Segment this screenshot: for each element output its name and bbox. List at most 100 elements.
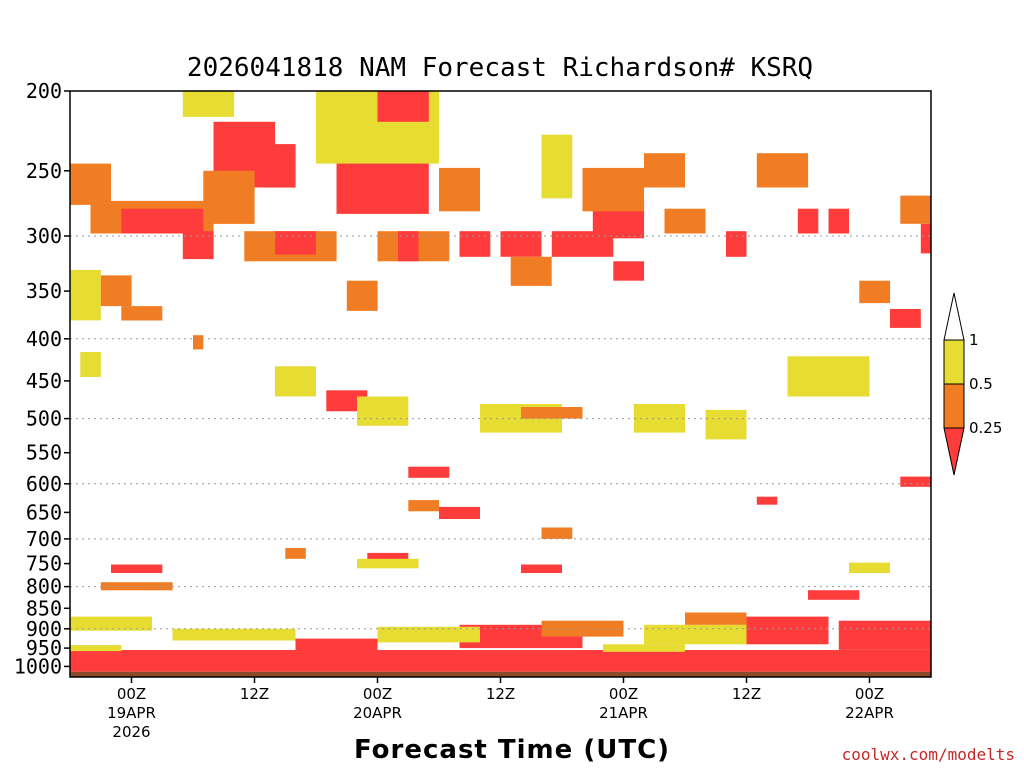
x-tick-date: 20APR	[353, 704, 402, 722]
y-tick-label: 400	[26, 327, 62, 351]
y-tick-label: 1000	[14, 654, 62, 678]
y-tick-label: 300	[26, 224, 62, 248]
ri-cell-red	[500, 231, 542, 257]
colorbar-top-arrow	[943, 292, 965, 341]
ri-cell-yellow	[70, 645, 122, 652]
ri-cell-orange	[541, 620, 624, 637]
ri-cell-red	[295, 638, 378, 652]
ri-cell-orange	[70, 163, 111, 205]
ri-cell-red	[121, 208, 204, 234]
ri-cell-red	[838, 620, 932, 650]
ri-cell-yellow	[787, 356, 870, 397]
colorbar-label-1: 1	[969, 331, 979, 349]
y-tick-label: 350	[26, 279, 62, 303]
credit-text: coolwx.com/modelts	[842, 745, 1015, 764]
y-tick-label: 450	[26, 369, 62, 393]
colorbar-bin-yellow	[943, 339, 965, 385]
ri-cell-orange	[439, 167, 480, 212]
ri-cell-red	[264, 144, 296, 188]
ri-cell-yellow	[70, 270, 101, 321]
ri-cell-red	[275, 231, 316, 255]
ri-cell-red	[756, 496, 778, 505]
y-tick-label: 650	[26, 500, 62, 524]
y-tick-label: 950	[26, 636, 62, 660]
x-tick-label: 00Z	[363, 685, 392, 703]
ri-cell-yellow	[849, 562, 890, 573]
y-tick-label: 500	[26, 407, 62, 431]
x-tick-year: 2026	[112, 723, 150, 741]
ri-cell-yellow	[705, 409, 747, 440]
ri-cell-red	[797, 208, 819, 234]
ri-cell-red	[459, 231, 491, 257]
ri-cell-red	[828, 208, 849, 234]
y-tick-label: 550	[26, 441, 62, 465]
plot-area	[70, 91, 932, 672]
ri-cell-red	[367, 552, 409, 564]
ri-cell-orange	[541, 527, 573, 539]
ri-cell-yellow	[357, 396, 409, 426]
ri-cell-yellow	[541, 134, 573, 199]
ri-cell-orange	[203, 170, 255, 224]
ground-fill	[70, 671, 931, 677]
ri-cell-yellow	[80, 352, 101, 377]
x-tick-date: 19APR	[107, 704, 156, 722]
ri-cell-red	[439, 506, 480, 519]
ri-cell-orange	[685, 612, 747, 625]
y-tick-label: 850	[26, 596, 62, 620]
x-tick-label: 12Z	[486, 685, 515, 703]
ri-cell-orange	[346, 280, 378, 311]
ri-cell-orange	[408, 500, 440, 512]
x-tick-date: 21APR	[599, 704, 648, 722]
ri-cell-orange	[900, 195, 932, 224]
ri-cell-red	[408, 466, 450, 478]
y-tick-label: 900	[26, 617, 62, 641]
ri-cell-red	[377, 91, 429, 122]
ri-cell-yellow	[172, 628, 296, 641]
ri-cell-red	[746, 616, 829, 645]
ri-cell-yellow	[70, 616, 152, 631]
ri-cell-red	[920, 223, 932, 254]
ri-cell-red	[398, 231, 419, 262]
colorbar-bottom-arrow	[943, 427, 965, 476]
ri-cell-red	[70, 650, 931, 672]
x-tick-label: 00Z	[117, 685, 146, 703]
ri-cell-orange	[756, 153, 809, 188]
ri-cell-orange	[285, 548, 306, 559]
ri-cell-orange	[582, 167, 644, 212]
ri-cell-orange	[521, 407, 583, 419]
ri-cell-red	[336, 156, 429, 214]
ri-cell-orange	[510, 256, 552, 286]
chart-title: 2026041818 NAM Forecast Richardson# KSRQ	[187, 53, 813, 83]
y-tick-label: 200	[26, 79, 62, 103]
ri-cell-yellow	[644, 624, 747, 645]
ri-cell-red	[726, 231, 747, 257]
ri-cell-red	[521, 564, 562, 573]
x-tick-label: 00Z	[609, 685, 638, 703]
ri-cell-yellow	[377, 626, 480, 643]
y-tick-label: 700	[26, 527, 62, 551]
y-axis: 200 250 300 350 400 450 500 550 600 650 7007508008…	[14, 79, 70, 678]
x-tick-label: 12Z	[732, 685, 761, 703]
ri-cell-yellow	[182, 91, 235, 117]
y-tick-label: 600	[26, 472, 62, 496]
y-tick-label: 800	[26, 575, 62, 599]
colorbar-label-0-25: 0.25	[969, 419, 1002, 437]
y-tick-label: 750	[26, 552, 62, 576]
ri-cell-orange	[644, 153, 685, 188]
ri-cell-orange	[100, 275, 132, 307]
colorbar-label-0-5: 0.5	[969, 375, 993, 393]
ri-cell-orange	[664, 208, 706, 234]
ground-surface	[70, 671, 931, 677]
ri-cell-red	[900, 476, 932, 487]
x-tick-label: 12Z	[240, 685, 269, 703]
x-tick-label: 00Z	[855, 685, 884, 703]
ri-cell-yellow	[275, 366, 316, 397]
ri-cell-red	[808, 590, 860, 600]
ri-cell-orange	[121, 306, 163, 321]
y-tick-label: 250	[26, 159, 62, 183]
ri-cell-red	[111, 564, 163, 573]
ri-cell-orange	[193, 335, 204, 350]
ri-cell-yellow	[357, 558, 419, 569]
ri-cell-yellow	[603, 644, 685, 652]
